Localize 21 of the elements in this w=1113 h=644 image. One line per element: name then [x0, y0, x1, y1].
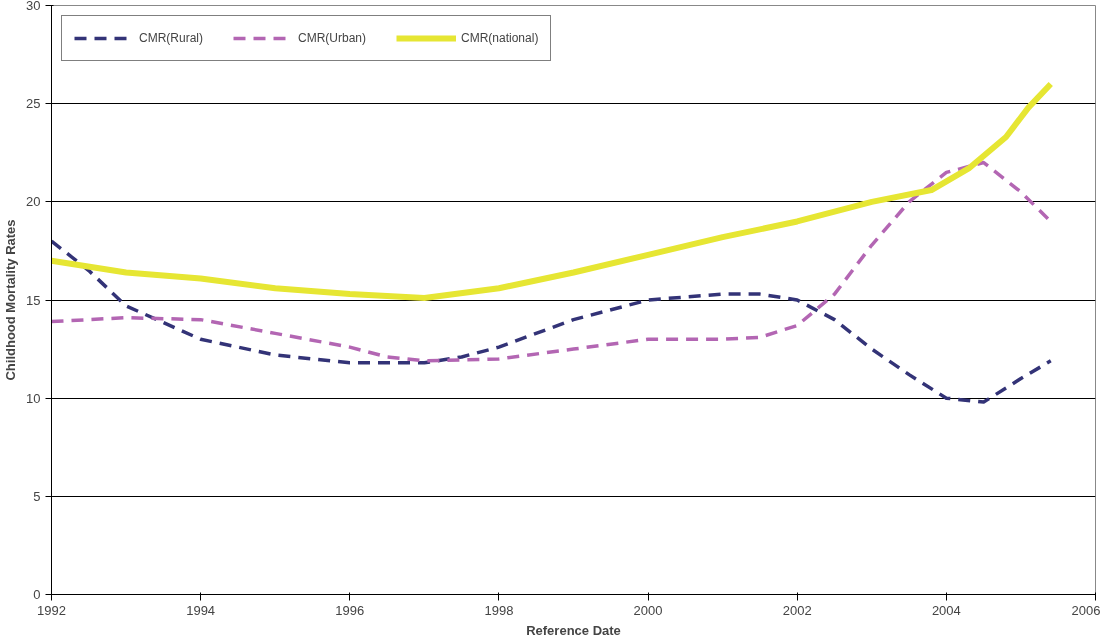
y-tick-label: 10	[26, 390, 41, 406]
x-tick-label: 1992	[37, 602, 66, 618]
x-tick-label: 1996	[335, 602, 365, 618]
y-axis-title: Childhood Mortality Rates	[3, 219, 19, 381]
y-tick-label: 30	[26, 0, 41, 13]
legend-label: CMR(Rural)	[139, 31, 203, 45]
x-tick-label: 2004	[931, 602, 961, 618]
y-tick-label: 0	[33, 587, 41, 602]
y-tick-label: 5	[33, 488, 41, 504]
y-tick-label: 25	[26, 96, 41, 112]
x-tick-label: 1994	[186, 602, 216, 618]
line-series	[51, 239, 1053, 404]
legend-label: CMR(Urban)	[298, 31, 367, 45]
x-tick-label: 1998	[484, 602, 514, 618]
y-tick-label: 15	[26, 292, 41, 308]
y-tick-label: 20	[26, 194, 41, 210]
x-axis-title: Reference Date	[526, 622, 621, 638]
legend-label: CMR(national)	[461, 31, 539, 45]
x-tick-label: 2002	[782, 602, 812, 618]
x-tick-label: 2006	[1071, 602, 1101, 618]
x-tick-label: 2000	[633, 602, 663, 618]
